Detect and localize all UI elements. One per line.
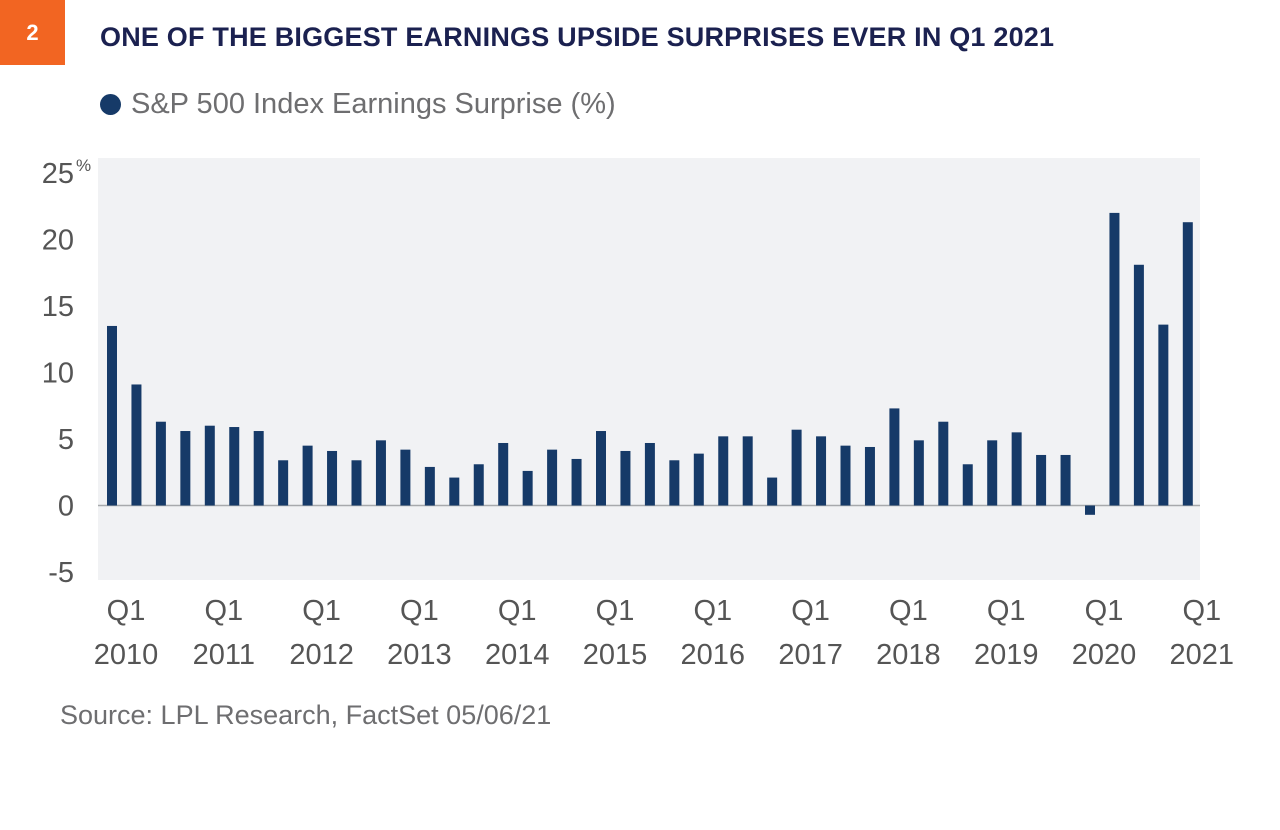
x-tick-label-year: 2012 [289,639,354,671]
bar [327,450,338,506]
bar [1109,212,1120,506]
bar [1182,222,1193,506]
x-tick-label-quarter: Q1 [498,595,537,627]
bar [913,440,924,506]
x-tick-label-year: 2019 [974,639,1039,671]
y-tick-label: 0 [58,491,74,523]
x-tick-label-year: 2010 [94,639,159,671]
bar [742,436,753,506]
bar [864,446,875,506]
x-tick-label-quarter: Q1 [987,595,1026,627]
bar [375,440,386,506]
x-tick-label-quarter: Q1 [791,595,830,627]
y-tick-label: -5 [48,557,74,589]
bar [767,477,778,506]
bar [449,477,460,506]
bar [229,427,240,506]
bar [498,442,509,506]
bar [987,440,998,506]
x-tick-label-year: 2013 [387,639,452,671]
x-tick-label-year: 2016 [681,639,746,671]
x-tick-label-year: 2017 [778,639,843,671]
bar [669,460,680,506]
y-tick-label: 25 [42,158,74,190]
bar-chart: 25 %20151050-5Q12010Q12011Q12012Q12013Q12… [42,156,1235,671]
x-tick-label-year: 2018 [876,639,941,671]
bar [816,436,827,506]
bar [131,384,142,506]
y-tick-label: 5 [58,424,74,456]
bar [644,442,655,506]
x-tick-label-quarter: Q1 [1182,595,1221,627]
bar [351,460,362,506]
x-tick-label-quarter: Q1 [889,595,928,627]
x-tick-label-quarter: Q1 [204,595,243,627]
bar [473,464,484,506]
x-tick-label-year: 2015 [583,639,648,671]
x-tick-label-year: 2011 [193,639,255,671]
y-tick-label: 10 [42,358,74,390]
x-tick-label-quarter: Q1 [596,595,635,627]
bar [596,431,606,506]
x-tick-label-quarter: Q1 [1085,595,1124,627]
x-tick-label-quarter: Q1 [302,595,341,627]
chart-number-badge: 2 [0,0,65,65]
plot-background [98,158,1200,580]
bar [1036,454,1047,506]
bar [155,421,166,506]
source-note: Source: LPL Research, FactSet 05/06/21 [60,700,552,730]
x-tick-label-year: 2014 [485,639,550,671]
bar [1158,324,1169,506]
x-tick-label-year: 2020 [1072,639,1137,671]
bar [1133,264,1144,506]
bar [571,458,582,506]
bar [1085,505,1095,515]
bar [693,453,704,506]
bar [204,425,215,506]
x-tick-label-year: 2021 [1170,639,1235,671]
bar [791,429,802,506]
bar [253,431,264,506]
bar [620,450,631,506]
x-tick-label-quarter: Q1 [107,595,146,627]
bar [938,421,949,506]
legend-marker-icon [100,94,121,115]
bar [1060,454,1071,506]
bar [302,445,313,506]
y-tick-label: 20 [42,225,74,257]
bar [180,431,191,506]
chart-title: ONE OF THE BIGGEST EARNINGS UPSIDE SURPR… [100,22,1055,52]
bar [889,408,900,506]
bar [400,449,411,506]
x-tick-label-quarter: Q1 [693,595,732,627]
legend: S&P 500 Index Earnings Surprise (%) [100,88,616,121]
bar [107,325,117,506]
bar [547,449,558,506]
bar [424,466,435,506]
bar [278,460,289,506]
bar [840,445,851,506]
bar [522,470,533,506]
bar [718,436,729,506]
bar [962,464,973,506]
y-unit-label: % [76,156,91,175]
bar [1011,432,1022,506]
y-tick-label: 15 [42,291,74,323]
legend-label: S&P 500 Index Earnings Surprise (%) [131,88,616,120]
x-tick-label-quarter: Q1 [400,595,439,627]
